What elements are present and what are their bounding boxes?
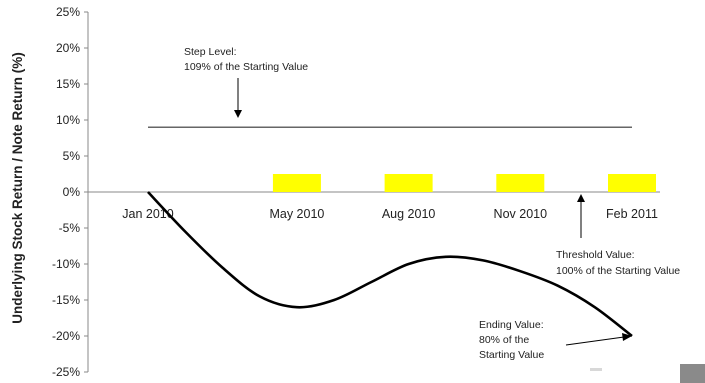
corner-mark-light [590, 368, 602, 371]
coupon-bar [272, 174, 321, 192]
x-tick-label: Feb 2011 [606, 207, 658, 221]
threshold-annotation-line-1: Threshold Value: [556, 249, 635, 261]
ending-value-arrowhead [622, 333, 632, 341]
step-level-annotation: Step Level: 109% of the Starting Value [184, 46, 308, 73]
ending-value-annotation-line-2: 80% of the [479, 334, 529, 346]
y-tick-label: -5% [59, 221, 81, 235]
step-level-annotation-line-1: Step Level: [184, 46, 237, 58]
y-tick-label: -15% [52, 293, 80, 307]
threshold-annotation: Threshold Value: 100% of the Starting Va… [556, 249, 680, 277]
y-tick-label: 10% [56, 113, 80, 127]
ending-value-annotation-line-1: Ending Value: [479, 319, 544, 331]
y-axis-label: Underlying Stock Return / Note Return (%… [10, 52, 25, 324]
y-tick-label: 0% [63, 185, 81, 199]
coupon-bar [496, 174, 545, 192]
corner-mark-dark [680, 364, 705, 383]
ending-value-arrow [565, 336, 625, 346]
coupon-bar [384, 174, 433, 192]
y-tick-label: 20% [56, 41, 80, 55]
stock-return-line [147, 191, 633, 338]
x-tick-label: May 2010 [269, 207, 324, 221]
threshold-annotation-line-2: 100% of the Starting Value [556, 265, 680, 277]
y-tick-label: -10% [52, 257, 80, 271]
x-tick-label: Nov 2010 [494, 207, 548, 221]
step-level-annotation-line-2: 109% of the Starting Value [184, 61, 308, 73]
y-axis-ticks: 25% 20% 15% 10% 5% 0% -5% -10% -15% -20% -25% [52, 5, 88, 379]
y-tick-label: -25% [52, 365, 80, 379]
threshold-arrowhead [577, 194, 585, 202]
x-axis-ticks: Jan 2010 May 2010 Aug 2010 Nov 2010 Feb 2011 [122, 207, 658, 221]
y-tick-label: 25% [56, 5, 80, 19]
step-level-arrowhead [234, 110, 242, 118]
coupon-bars [272, 174, 656, 192]
x-tick-label: Aug 2010 [382, 207, 436, 221]
y-tick-label: -20% [52, 329, 80, 343]
ending-value-annotation-line-3: Starting Value [479, 349, 544, 361]
y-tick-label: 5% [63, 149, 81, 163]
x-tick-label: Jan 2010 [122, 207, 173, 221]
coupon-bar [608, 174, 656, 192]
y-tick-label: 15% [56, 77, 80, 91]
ending-value-annotation: Ending Value: 80% of the Starting Value [479, 319, 547, 361]
